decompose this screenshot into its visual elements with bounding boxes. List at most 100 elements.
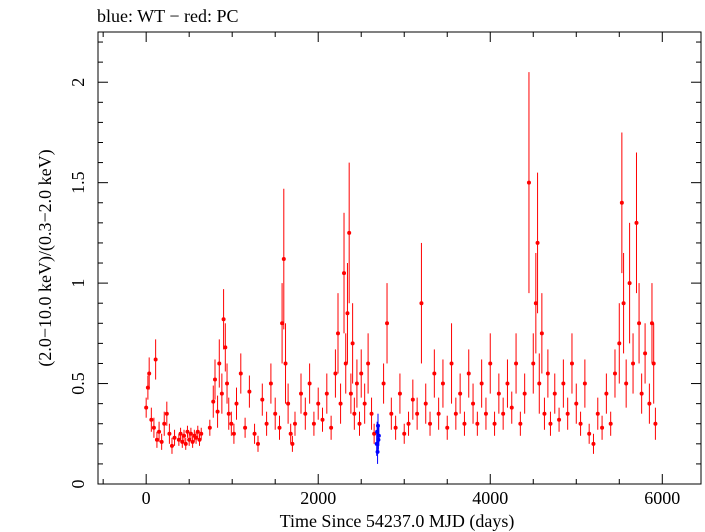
data-point: [393, 425, 398, 430]
data-point: [375, 449, 380, 454]
data-point: [449, 361, 454, 366]
data-point: [299, 391, 304, 396]
data-point: [157, 429, 162, 434]
data-point: [423, 401, 428, 406]
data-point: [624, 381, 629, 386]
data-point: [462, 421, 467, 426]
x-tick-label: 4000: [472, 488, 508, 508]
plot-frame: [97, 31, 702, 485]
data-point: [587, 431, 592, 436]
data-point: [518, 421, 523, 426]
data-point: [207, 425, 212, 430]
data-point: [217, 361, 222, 366]
data-point: [195, 429, 200, 434]
data-point: [211, 399, 216, 404]
data-point: [194, 435, 199, 440]
data-point: [565, 411, 570, 416]
data-point: [557, 417, 562, 422]
data-point: [537, 381, 542, 386]
data-point: [229, 421, 234, 426]
data-point: [345, 311, 350, 316]
data-point: [582, 381, 587, 386]
data-point: [574, 401, 579, 406]
data-point: [324, 391, 329, 396]
data-point: [320, 417, 325, 422]
y-axis: 0 0.5 1 1.5 2: [68, 41, 701, 489]
y-tick-label: 1.5: [68, 171, 88, 194]
data-point: [354, 381, 359, 386]
data-point: [514, 361, 519, 366]
data-point: [397, 391, 402, 396]
data-point: [151, 425, 156, 430]
data-point: [619, 200, 624, 205]
data-point: [238, 371, 243, 376]
data-point: [402, 431, 407, 436]
data-point: [172, 435, 177, 440]
x-tick-label: 2000: [300, 488, 336, 508]
data-point: [637, 321, 642, 326]
data-point: [475, 421, 480, 426]
data-point: [199, 431, 204, 436]
data-point: [197, 437, 202, 442]
data-point: [338, 401, 343, 406]
data-point: [385, 321, 390, 326]
data-point: [215, 409, 220, 414]
data-point: [153, 357, 158, 362]
data-point: [342, 271, 347, 276]
data-point: [643, 351, 648, 356]
data-point: [178, 431, 183, 436]
data-point: [159, 439, 164, 444]
data-series: [144, 72, 658, 464]
data-point: [501, 411, 506, 416]
data-point: [627, 281, 632, 286]
data-point: [226, 411, 231, 416]
data-point: [376, 433, 381, 438]
data-point: [357, 421, 362, 426]
data-point: [369, 411, 374, 416]
data-point: [223, 345, 228, 350]
x-axis: 0 2000 4000 6000: [102, 32, 680, 508]
data-point: [432, 371, 437, 376]
data-point: [280, 321, 285, 326]
data-point: [169, 443, 174, 448]
data-point: [522, 391, 527, 396]
data-point: [219, 391, 224, 396]
data-point: [651, 361, 656, 366]
data-point: [466, 371, 471, 376]
series-0: [144, 72, 658, 454]
data-point: [496, 391, 501, 396]
data-point: [252, 431, 257, 436]
data-point: [303, 411, 308, 416]
data-point: [243, 425, 248, 430]
data-point: [290, 441, 295, 446]
data-point: [183, 441, 188, 446]
data-point: [154, 437, 159, 442]
data-point: [255, 441, 260, 446]
data-point: [436, 411, 441, 416]
data-point: [231, 431, 236, 436]
data-point: [190, 439, 195, 444]
data-point: [471, 401, 476, 406]
data-point: [531, 361, 536, 366]
data-point: [612, 371, 617, 376]
data-point: [187, 437, 192, 442]
data-point: [458, 391, 463, 396]
data-point: [561, 381, 566, 386]
data-point: [649, 321, 654, 326]
data-point: [419, 301, 424, 306]
data-point: [333, 371, 338, 376]
data-point: [552, 391, 557, 396]
data-point: [225, 381, 230, 386]
data-point: [359, 371, 364, 376]
data-point: [509, 405, 514, 410]
data-point: [372, 431, 377, 436]
data-point: [164, 411, 169, 416]
data-point: [631, 361, 636, 366]
data-point: [348, 391, 353, 396]
x-tick-label: 6000: [644, 488, 680, 508]
data-point: [273, 411, 278, 416]
data-point: [366, 361, 371, 366]
data-point: [600, 425, 605, 430]
data-point: [453, 411, 458, 416]
data-point: [539, 331, 544, 336]
